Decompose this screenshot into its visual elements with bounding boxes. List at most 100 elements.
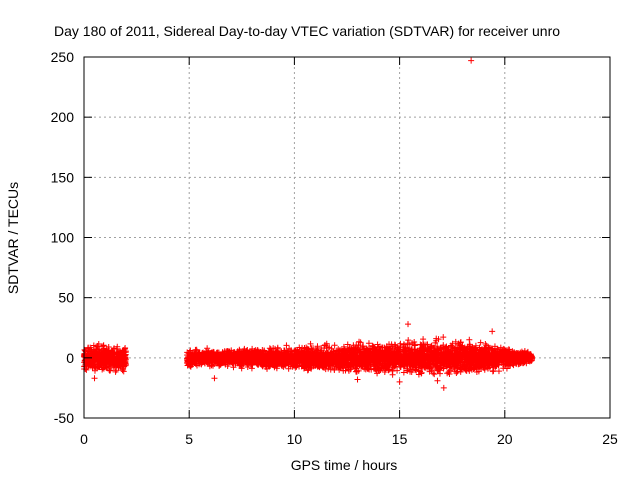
data-point [85, 344, 92, 351]
data-point [270, 345, 277, 352]
data-point [333, 361, 340, 368]
data-point [393, 352, 400, 359]
data-point [274, 360, 281, 367]
data-point [121, 359, 128, 366]
outlier-point [434, 377, 441, 384]
data-point [452, 338, 459, 345]
data-point [447, 360, 454, 367]
data-point [397, 362, 404, 369]
x-tick-label: 5 [185, 431, 193, 447]
data-point [210, 348, 217, 355]
data-point [114, 353, 121, 360]
data-point [100, 342, 107, 349]
data-point [367, 363, 374, 370]
data-point [374, 341, 381, 348]
data-point [294, 358, 301, 365]
data-point [452, 347, 459, 354]
data-point [231, 351, 238, 358]
data-point [269, 361, 276, 368]
data-point [525, 358, 532, 365]
data-point [503, 353, 510, 360]
data-point [215, 349, 222, 356]
y-tick-label: 50 [58, 290, 74, 306]
data-point [332, 360, 339, 367]
data-point [454, 368, 461, 375]
data-point [104, 359, 111, 366]
data-point [340, 346, 347, 353]
data-point [204, 351, 211, 358]
data-point [305, 359, 312, 366]
data-point [362, 361, 369, 368]
data-point [434, 365, 441, 372]
data-point [347, 366, 354, 373]
y-tick-label: 200 [51, 109, 75, 125]
outlier-point [211, 375, 218, 382]
data-point [499, 350, 506, 357]
data-point [225, 356, 232, 363]
data-point [341, 361, 348, 368]
data-point [205, 350, 212, 357]
y-tick-label: 100 [51, 230, 75, 246]
data-point [439, 356, 446, 363]
data-point [432, 339, 439, 346]
data-point [404, 367, 411, 374]
data-point [238, 354, 245, 361]
data-point [232, 360, 239, 367]
data-point [300, 357, 307, 364]
data-point [287, 363, 294, 370]
data-point [336, 366, 343, 373]
data-point [481, 365, 488, 372]
data-point [114, 343, 121, 350]
data-point [91, 363, 98, 369]
data-point [343, 364, 350, 371]
data-point [488, 359, 495, 366]
outlier-point [468, 57, 475, 64]
data-point [409, 367, 416, 374]
data-point [365, 340, 372, 347]
data-point [513, 350, 520, 357]
x-tick-label: 20 [497, 431, 513, 447]
data-point [467, 360, 474, 367]
data-point [318, 354, 325, 361]
data-point [95, 347, 102, 354]
data-point [459, 343, 466, 349]
data-point [121, 356, 128, 363]
data-point [361, 352, 368, 359]
data-point [442, 350, 449, 357]
data-point [241, 347, 248, 354]
data-point [439, 361, 446, 368]
data-point [526, 352, 533, 359]
data-point [209, 355, 216, 362]
data-points [81, 57, 536, 391]
data-point [402, 350, 409, 357]
data-point [440, 334, 447, 341]
data-point [370, 353, 377, 360]
data-point [198, 361, 205, 368]
data-point [276, 350, 283, 357]
data-point [361, 356, 368, 363]
outlier-point [91, 375, 98, 382]
data-point [353, 361, 360, 368]
data-point [476, 357, 483, 364]
data-point [386, 366, 393, 373]
data-point [294, 353, 301, 360]
data-point [458, 353, 465, 360]
data-point [444, 355, 451, 362]
data-point [325, 359, 332, 366]
data-point [206, 363, 213, 370]
data-point [273, 349, 280, 356]
y-tick-label: 150 [51, 169, 75, 185]
data-point [347, 356, 354, 363]
data-point [472, 347, 479, 354]
data-point [405, 345, 412, 352]
data-point [322, 350, 329, 357]
data-point [184, 357, 191, 364]
data-point [119, 356, 126, 363]
data-point [372, 361, 379, 368]
data-point [517, 349, 524, 356]
data-point [312, 361, 319, 368]
data-point [409, 358, 416, 365]
data-point [510, 356, 517, 363]
data-point [264, 354, 271, 361]
data-point [198, 355, 205, 362]
